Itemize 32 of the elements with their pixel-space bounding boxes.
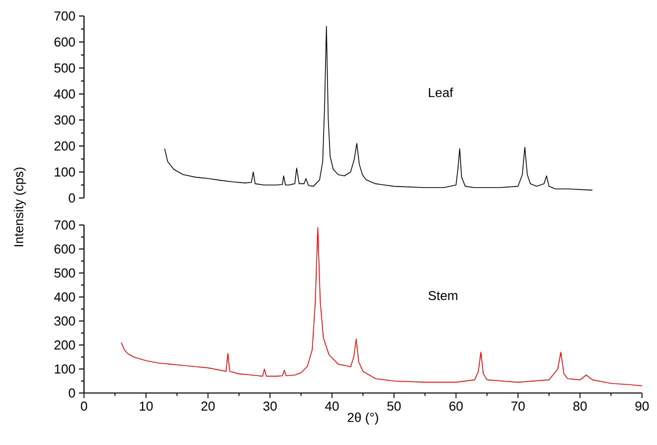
line-series xyxy=(120,227,642,386)
line-series xyxy=(164,26,593,191)
x-tick-label: 80 xyxy=(573,402,587,411)
y-tick-label: 100 xyxy=(54,364,75,374)
y-axis-title: Intensity (cps) xyxy=(14,168,26,246)
text: Leaf xyxy=(428,88,454,98)
y-tick-label: 200 xyxy=(54,340,75,350)
y-tick-label: 600 xyxy=(54,244,75,254)
x-tick-label: 50 xyxy=(387,402,401,411)
x-tick-label: 0 xyxy=(80,402,88,411)
y-tick-label: 400 xyxy=(54,89,75,99)
x-axis-title: 2θ (°) xyxy=(348,412,378,425)
y-tick-label: 0 xyxy=(68,388,75,398)
y-tick-label: 400 xyxy=(54,292,75,302)
y-tick-label: 300 xyxy=(54,316,75,326)
y-tick-label: 700 xyxy=(54,11,75,21)
y-tick-label: 700 xyxy=(54,220,75,230)
x-tick-label: 30 xyxy=(263,402,277,411)
x-tick-label: 20 xyxy=(201,402,215,411)
y-tick-label: 500 xyxy=(54,268,75,278)
y-tick-label: 100 xyxy=(54,167,75,177)
x-tick-label: 70 xyxy=(511,402,525,411)
x-tick-label: 10 xyxy=(140,402,153,411)
y-tick-label: 200 xyxy=(54,141,75,151)
y-tick-label: 600 xyxy=(54,37,75,47)
y-tick-label: 0 xyxy=(68,193,75,203)
y-tick-label: 300 xyxy=(54,115,75,125)
x-tick-label: 90 xyxy=(635,402,649,411)
x-tick-label: 60 xyxy=(449,402,463,411)
text: Stem xyxy=(428,290,458,300)
x-tick-label: 40 xyxy=(325,402,339,411)
y-tick-label: 500 xyxy=(54,63,75,73)
